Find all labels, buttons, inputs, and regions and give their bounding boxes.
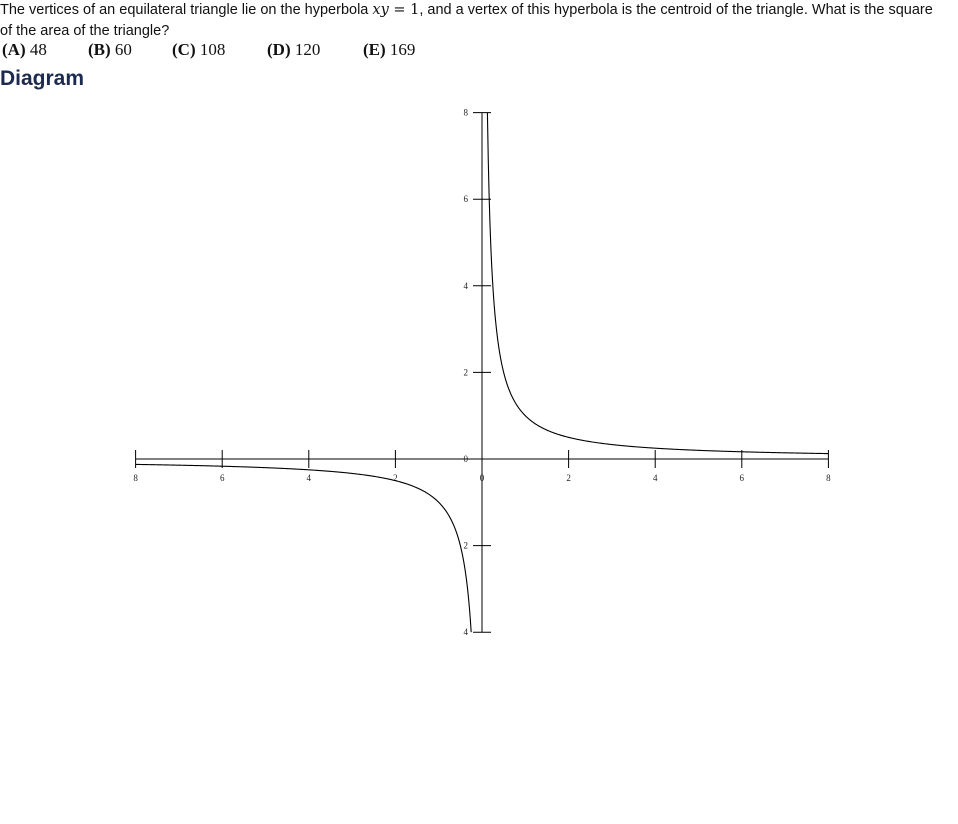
choice-e: (E) 169 bbox=[363, 40, 416, 59]
y-tick-label: 4 bbox=[464, 627, 469, 637]
hyperbola-branch-negative bbox=[135, 463, 472, 633]
x-tick-label: 2 bbox=[566, 473, 571, 483]
choice-c: (C) 108 bbox=[172, 40, 226, 59]
y-tick-label: 8 bbox=[464, 108, 469, 118]
x-tick-label: 8 bbox=[826, 473, 831, 483]
choice-d: (D) 120 bbox=[267, 40, 321, 59]
y-tick-label: 0 bbox=[464, 454, 469, 464]
choice-b: (B) 60 bbox=[88, 40, 132, 59]
hyperbola-branch-positive bbox=[486, 112, 829, 455]
y-tick-label: 4 bbox=[464, 281, 469, 291]
choice-a: (A) 48 bbox=[2, 40, 47, 59]
y-tick-label: 2 bbox=[464, 541, 469, 551]
x-tick-label: 6 bbox=[740, 473, 745, 483]
problem-statement: The vertices of an equilateral triangle … bbox=[0, 0, 940, 42]
problem-text-end: , and a vertex of this hyperbola is the … bbox=[0, 2, 933, 39]
y-tick-label: 6 bbox=[464, 194, 469, 204]
x-tick-label: 4 bbox=[307, 473, 312, 483]
diagram-heading: Diagram bbox=[0, 67, 85, 90]
x-tick-label: 2 bbox=[393, 473, 398, 483]
y-tick-label: 2 bbox=[464, 367, 469, 377]
x-tick-label: 4 bbox=[653, 473, 658, 483]
math-equals-one: = 1 bbox=[388, 2, 420, 18]
x-tick-label: 6 bbox=[220, 473, 225, 483]
math-xy: xy bbox=[372, 2, 389, 18]
problem-text-start: The vertices of an equilateral triangle … bbox=[0, 2, 373, 18]
x-tick-label: 8 bbox=[133, 473, 138, 483]
x-tick-label: 0 bbox=[480, 473, 485, 483]
